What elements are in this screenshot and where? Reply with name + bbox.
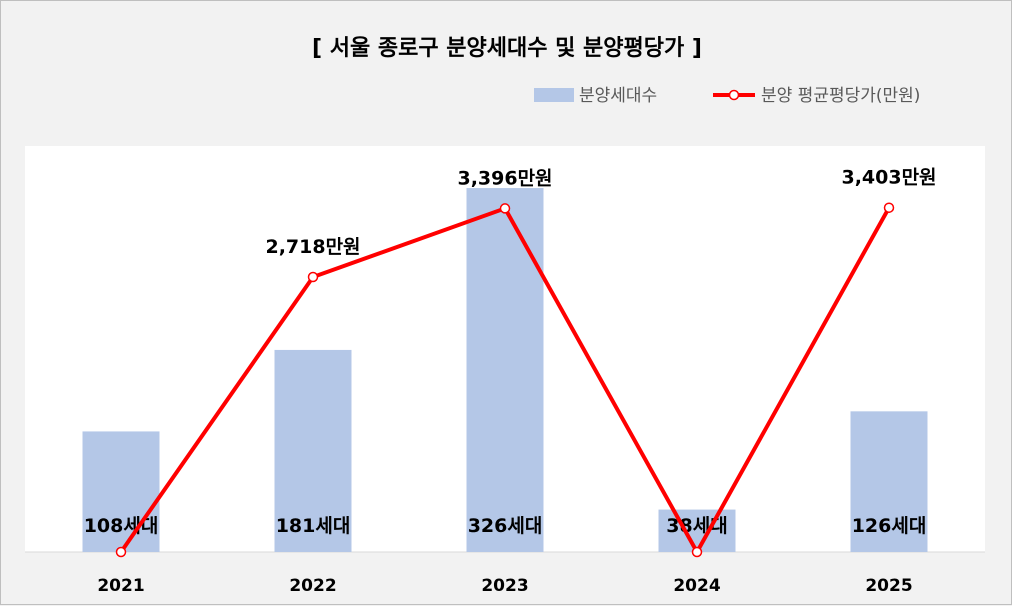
chart-title: [ 서울 종로구 분양세대수 및 분양평당가 ] (312, 36, 702, 61)
bar-label-2023: 326세대 (468, 515, 543, 537)
line-point-2025 (883, 202, 895, 213)
bar-labels: 108세대 181세대 326세대 38세대 126세대 (84, 515, 927, 537)
bar-2021 (82, 431, 160, 552)
x-tick-2022: 2022 (289, 576, 336, 596)
line-point-2021 (115, 546, 127, 558)
line-point-2022 (307, 271, 319, 283)
legend: 분양세대수 분양 평균평당가(만원) (534, 86, 920, 106)
bar-label-2021: 108세대 (84, 515, 159, 537)
line-label-2025: 3,403만원 (841, 167, 936, 189)
x-tick-2021: 2021 (97, 576, 144, 596)
x-axis-ticks: 2021 2022 2023 2024 2025 (97, 576, 912, 596)
legend-label-line: 분양 평균평당가(만원) (761, 86, 920, 106)
bar-series (82, 188, 928, 552)
line-label-2022: 2,718만원 (265, 236, 360, 258)
bar-label-2025: 126세대 (852, 515, 927, 537)
bar-label-2022: 181세대 (276, 515, 351, 537)
x-tick-2023: 2023 (481, 576, 528, 596)
bar-label-2024: 38세대 (666, 515, 727, 537)
line-series (115, 202, 895, 558)
line-label-2023: 3,396만원 (457, 167, 552, 189)
legend-swatch-bar (534, 88, 574, 102)
line-labels: 2,718만원 3,396만원 3,403만원 (265, 167, 936, 258)
bar-2023 (466, 188, 544, 552)
x-tick-2025: 2025 (865, 576, 912, 596)
bar-2025 (850, 411, 928, 552)
legend-label-bar: 분양세대수 (579, 86, 657, 106)
bar-2022 (274, 349, 352, 552)
line-point-2024 (691, 546, 703, 558)
x-tick-2024: 2024 (673, 576, 720, 596)
legend-swatch-marker (728, 89, 740, 101)
line-point-2023 (499, 203, 511, 214)
bar-2024 (658, 509, 736, 552)
